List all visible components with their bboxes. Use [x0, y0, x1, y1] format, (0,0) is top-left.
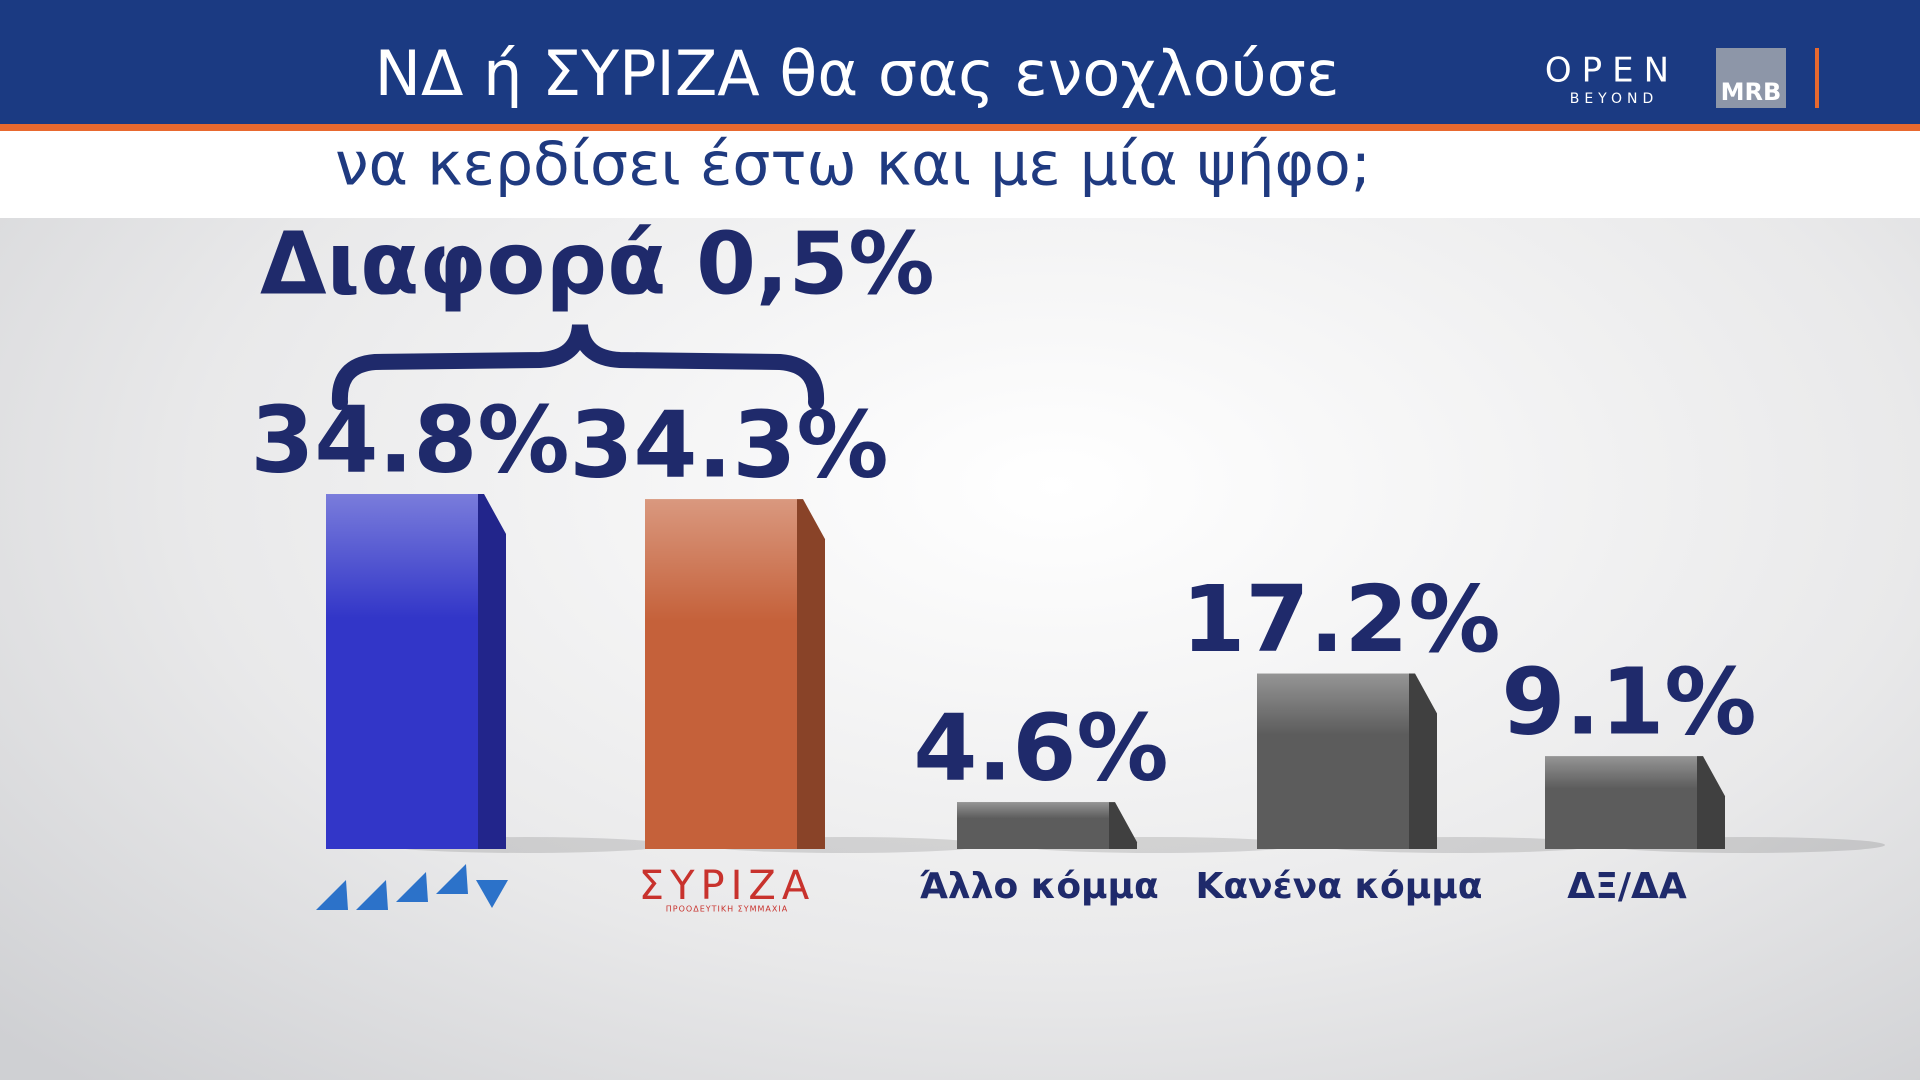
party-logo-shape [476, 880, 508, 908]
party-logo-shape [436, 864, 468, 894]
bar-shine [1545, 756, 1697, 849]
logo-tagline: ΠΡΟΟΔΕΥΤΙΚΗ ΣΥΜΜΑΧΙΑ [666, 905, 788, 914]
chart-subtitle: να κερδίσει έστω και με μία ψήφο; [335, 130, 1371, 200]
difference-brace [331, 324, 825, 410]
bar-shine [326, 494, 478, 849]
party-logo-shape [356, 880, 388, 910]
bar-side [478, 494, 506, 849]
bar-side [1109, 802, 1137, 849]
subtitle-band [0, 131, 1920, 218]
pollster-logo: MRB [1721, 78, 1782, 106]
bar-side-shade [1697, 756, 1725, 849]
x-tick-label: Κανένα κόμμα [1196, 866, 1483, 907]
chart-title: ΝΔ ή ΣΥΡΙΖΑ θα σας ενοχλούσε [375, 37, 1340, 110]
logo-divider [1815, 48, 1819, 108]
bar-shine [957, 802, 1109, 849]
bar-side-shade [478, 494, 506, 849]
x-tick-label: ΔΞ/ΔΑ [1567, 866, 1687, 907]
bar-side [797, 499, 825, 849]
party-logo-shape [316, 880, 348, 910]
bar-side-shade [1409, 673, 1437, 849]
pollster-logo-box [1716, 48, 1786, 108]
bar-side [1697, 756, 1725, 849]
bar-shine [1257, 673, 1409, 849]
value-label: 34.3% [569, 392, 888, 499]
x-tick-label: ΣΥΡΙΖΑ [639, 863, 815, 909]
value-label: 9.1% [1501, 649, 1756, 756]
x-tick-label: Άλλο κόμμα [919, 866, 1159, 907]
bar-side [1409, 673, 1437, 849]
header-band [0, 0, 1920, 128]
value-label: 34.8% [250, 386, 569, 493]
bar-side-shade [797, 499, 825, 849]
channel-tagline: BEYOND [1570, 91, 1659, 107]
value-label: 17.2% [1181, 566, 1500, 673]
value-label: 4.6% [913, 694, 1168, 801]
difference-annotation: Διαφορά 0,5% [260, 214, 935, 314]
bar-side-shade [1109, 802, 1137, 849]
channel-logo: OPEN [1545, 51, 1679, 91]
party-logo-shape [396, 872, 428, 902]
header-rule [0, 124, 1920, 131]
bar-shine [645, 499, 797, 849]
